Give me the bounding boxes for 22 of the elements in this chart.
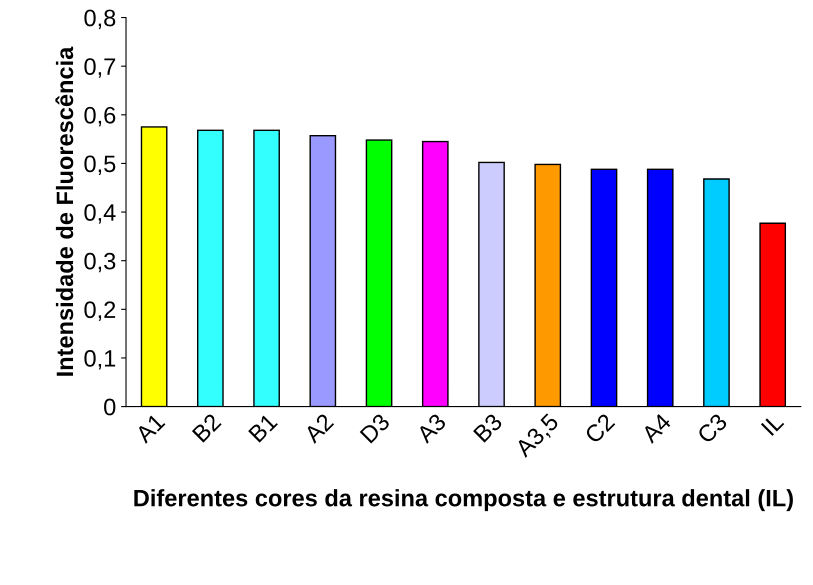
x-tick-label: C3 xyxy=(696,412,728,444)
y-tick-label: 0,2 xyxy=(84,301,116,321)
x-tick-label: IL xyxy=(760,412,784,436)
y-axis-title: Intensidade de Fluorescência xyxy=(55,46,74,376)
x-axis-title: Diferentes cores da resina composta e estrutura dental (IL) xyxy=(134,489,793,512)
x-tick-label: B3 xyxy=(472,412,504,443)
y-tick-label: 0,6 xyxy=(84,106,116,126)
x-tick-label: A4 xyxy=(640,412,672,444)
y-tick-label: 0,4 xyxy=(84,204,116,224)
x-tick-label: A2 xyxy=(302,412,334,444)
x-tick-label: B1 xyxy=(248,412,278,443)
y-tick-label: 0,1 xyxy=(84,350,116,370)
y-tick-label: 0,5 xyxy=(84,156,116,176)
x-tick-label: B2 xyxy=(192,412,222,443)
x-tick-label: A1 xyxy=(134,412,166,444)
y-tick-label: 0,3 xyxy=(84,252,116,272)
x-tick-label: A3 xyxy=(415,412,447,444)
x-tick-label: C2 xyxy=(584,412,616,444)
x-tick-label: D3 xyxy=(360,412,391,444)
y-tick-label: 0,7 xyxy=(84,58,116,78)
y-tick-label: 0,8 xyxy=(84,10,116,30)
y-tick-label: 0 xyxy=(104,398,116,416)
